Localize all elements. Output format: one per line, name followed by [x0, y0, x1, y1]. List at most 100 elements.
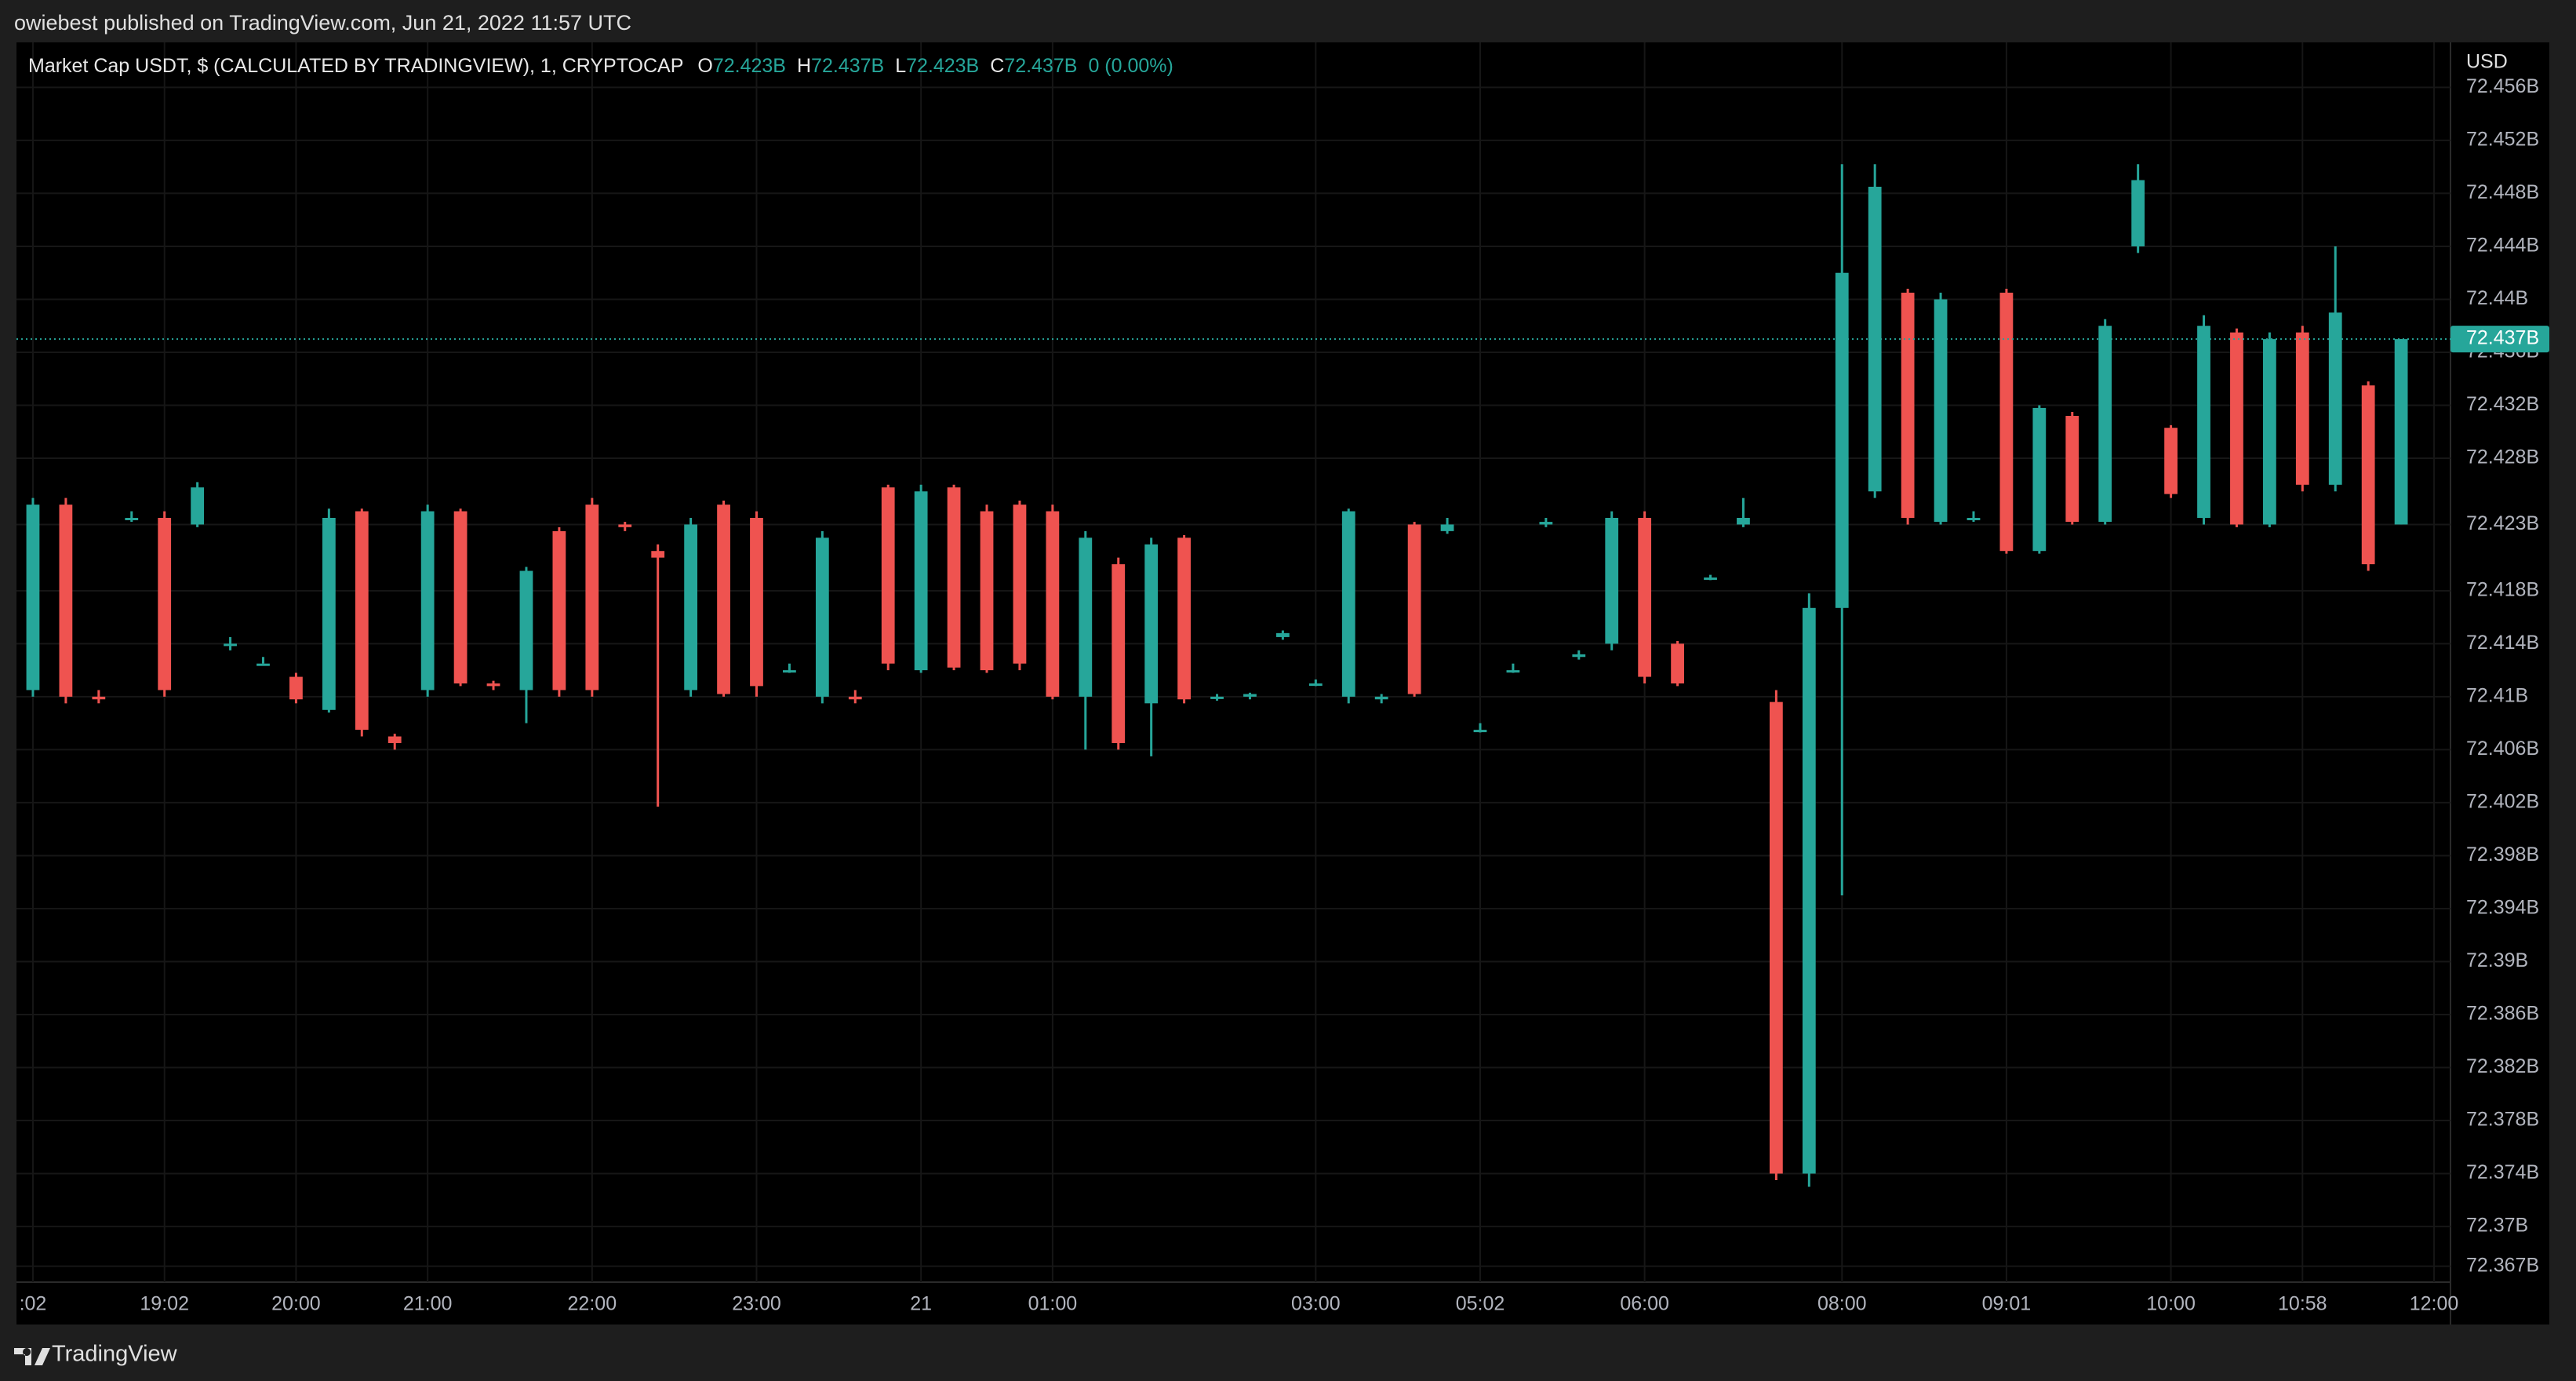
y-tick-label: 72.41B — [2466, 684, 2528, 706]
y-tick-label: 72.378B — [2466, 1109, 2539, 1131]
y-tick-label: 72.414B — [2466, 632, 2539, 654]
candle-body — [387, 736, 402, 743]
change: 0 (0.00%) — [1088, 55, 1173, 77]
candle-body — [651, 551, 665, 558]
y-tick-label: 72.44B — [2466, 287, 2528, 309]
candle-body — [1144, 544, 1159, 704]
candle-body — [2295, 332, 2309, 485]
candle-body — [92, 696, 106, 700]
last-price-box — [2450, 326, 2549, 353]
legend-label: H — [797, 55, 811, 77]
x-tick-label: :02 — [20, 1293, 47, 1315]
candle-body — [257, 663, 270, 666]
candle-body — [519, 570, 533, 690]
candle-body — [1276, 632, 1290, 637]
candle-body — [1308, 683, 1323, 687]
publish-info: owiebest published on TradingView.com, J… — [14, 11, 631, 35]
brand: TradingView — [52, 1342, 178, 1367]
candle-body — [2065, 416, 2079, 523]
candle-body — [1046, 511, 1060, 697]
candle-body — [26, 505, 40, 690]
candle-body — [1407, 524, 1421, 694]
candle-body — [914, 491, 928, 671]
candle-body — [1671, 643, 1684, 684]
candle-body — [2098, 326, 2112, 523]
candle-body — [1210, 696, 1224, 699]
y-tick-label: 72.402B — [2466, 791, 2539, 813]
candle-body — [1901, 293, 1915, 519]
y-tick-label: 72.456B — [2466, 75, 2539, 97]
candle-body — [585, 505, 599, 690]
x-tick-label: 03:00 — [1291, 1293, 1341, 1315]
candle-body — [1835, 272, 1849, 608]
y-tick-label: 72.37B — [2466, 1215, 2528, 1237]
candle-body — [1341, 511, 1355, 697]
x-tick-label: 10:00 — [2146, 1293, 2196, 1315]
candle-body — [750, 518, 763, 687]
candle-body — [618, 524, 632, 527]
candle-body — [1473, 730, 1487, 733]
candle-body — [1967, 518, 1981, 521]
y-tick-label: 72.406B — [2466, 738, 2539, 760]
candle-body — [980, 511, 994, 671]
candle-body — [1112, 564, 1126, 743]
y-tick-label: 72.374B — [2466, 1161, 2539, 1183]
candle-body — [224, 643, 237, 647]
y-tick-label: 72.432B — [2466, 393, 2539, 415]
y-tick-label: 72.423B — [2466, 512, 2539, 534]
y-tick-label: 72.39B — [2466, 949, 2528, 971]
x-tick-label: 19:02 — [140, 1293, 189, 1315]
y-tick-label: 72.444B — [2466, 235, 2539, 257]
candle-body — [1802, 607, 1816, 1174]
candle-body — [1704, 577, 1717, 580]
candle-body — [1374, 696, 1388, 700]
x-tick-label: 21:00 — [403, 1293, 453, 1315]
axis-unit: USD — [2466, 51, 2508, 73]
candle-body — [1572, 654, 1586, 658]
x-tick-label: 23:00 — [732, 1293, 781, 1315]
candle-body — [1999, 293, 2014, 552]
y-tick-label: 72.382B — [2466, 1055, 2539, 1077]
candle-body — [1934, 299, 1948, 523]
x-tick-label: 09:01 — [1982, 1293, 2032, 1315]
candle-body — [848, 696, 862, 700]
candle-body — [1769, 701, 1783, 1174]
overlay: 72.456B72.452B72.448B72.444B72.44B72.436… — [16, 75, 2549, 1315]
candle-body — [1868, 186, 1882, 492]
candle-body — [1013, 505, 1027, 664]
candle-body — [486, 683, 500, 687]
candle-body — [2197, 326, 2210, 519]
logo-icon — [14, 1348, 50, 1365]
candle-body — [1243, 694, 1257, 697]
x-tick-label: 05:02 — [1456, 1293, 1505, 1315]
candle-body — [1605, 518, 1619, 644]
y-tick-label: 72.418B — [2466, 578, 2539, 600]
x-tick-label: 01:00 — [1028, 1293, 1078, 1315]
candle-body — [2262, 339, 2276, 525]
candle-body — [684, 524, 698, 690]
candle-body — [783, 670, 796, 673]
y-tick-label: 72.428B — [2466, 446, 2539, 468]
candle-body — [453, 511, 468, 684]
candle-body — [1079, 537, 1093, 697]
legend-label: L — [895, 55, 906, 77]
x-tick-label: 22:00 — [568, 1293, 617, 1315]
legend-value: 72.437B — [811, 55, 884, 77]
logo: TradingView — [14, 1342, 178, 1367]
candle-body — [1440, 524, 1454, 531]
candle-body — [717, 505, 730, 694]
y-tick-label: 72.448B — [2466, 181, 2539, 203]
x-tick-label: 06:00 — [1620, 1293, 1669, 1315]
candle-body — [1539, 522, 1553, 525]
candle-body — [2032, 407, 2047, 552]
x-tick-label: 10:58 — [2278, 1293, 2327, 1315]
candle-body — [947, 487, 961, 668]
candle-body — [1506, 670, 1520, 673]
candle-body — [420, 511, 435, 690]
candle-body — [125, 518, 139, 521]
y-tick-label: 72.394B — [2466, 897, 2539, 919]
y-tick-label: 72.398B — [2466, 844, 2539, 865]
candle-body — [191, 487, 205, 525]
